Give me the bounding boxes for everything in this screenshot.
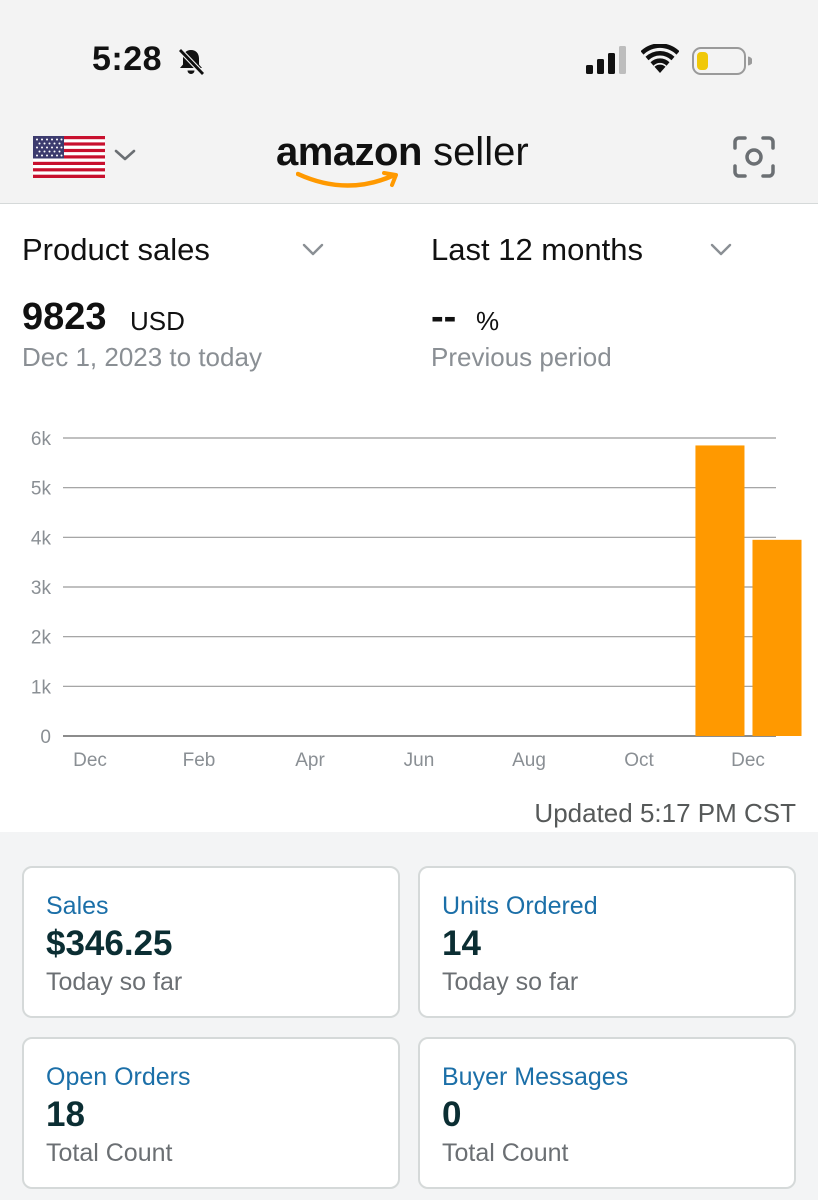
x-tick-label: Feb	[183, 750, 216, 771]
units-ordered-card[interactable]: Units Ordered 14 Today so far	[418, 866, 796, 1018]
x-tick-label: Dec	[73, 750, 107, 771]
card-subtitle: Today so far	[46, 968, 183, 996]
y-tick-label: 5k	[31, 479, 52, 500]
sales-bar-chart: 0 1k 2k 3k 4k 5k 6k Dec Feb Apr Jun Aug Oct Dec	[31, 429, 802, 771]
x-tick-label: Oct	[624, 750, 654, 771]
card-title: Sales	[46, 892, 109, 920]
card-title: Units Ordered	[442, 892, 598, 920]
open-orders-card[interactable]: Open Orders 18 Total Count	[22, 1037, 400, 1189]
metric-selector[interactable]: Product sales	[22, 232, 210, 267]
bell-slash-icon	[178, 48, 205, 76]
x-tick-label: Jun	[404, 750, 435, 771]
date-range-text: Dec 1, 2023 to today	[22, 342, 262, 372]
chevron-down-icon[interactable]	[709, 242, 733, 258]
amazon-smile-icon	[296, 171, 398, 188]
y-tick-label: 1k	[31, 677, 52, 698]
cellular-signal-icon	[586, 46, 626, 74]
x-tick-label: Aug	[512, 750, 546, 771]
bar	[752, 539, 802, 736]
card-value: $346.25	[46, 924, 173, 963]
y-tick-label: 6k	[31, 429, 52, 450]
card-subtitle: Total Count	[46, 1139, 173, 1167]
card-value: 0	[442, 1095, 462, 1134]
x-tick-label: Dec	[731, 750, 765, 771]
updated-timestamp: Updated 5:17 PM CST	[534, 798, 796, 828]
card-subtitle: Total Count	[442, 1139, 569, 1167]
status-bar: 5:28	[0, 0, 818, 110]
bar	[695, 445, 745, 736]
logo-brand: amazon	[276, 130, 422, 174]
amazon-seller-logo: amazon seller	[276, 128, 546, 192]
period-selector[interactable]: Last 12 months	[431, 232, 643, 267]
sales-total-unit: USD	[130, 306, 185, 336]
card-title: Buyer Messages	[442, 1063, 629, 1091]
change-unit: %	[476, 306, 500, 336]
camera-scan-icon[interactable]	[733, 136, 775, 178]
us-flag-icon[interactable]	[33, 136, 105, 178]
chevron-down-icon[interactable]	[301, 242, 325, 258]
buyer-messages-card[interactable]: Buyer Messages 0 Total Count	[418, 1037, 796, 1189]
summary-cards: Sales $346.25 Today so far Units Ordered…	[0, 832, 818, 1200]
y-tick-label: 3k	[31, 578, 52, 599]
previous-period-label: Previous period	[431, 342, 612, 372]
card-subtitle: Today so far	[442, 968, 579, 996]
sales-total-value: 9823	[22, 296, 107, 338]
status-time: 5:28	[92, 40, 163, 78]
app-header: amazon seller	[0, 110, 818, 204]
change-value: --	[431, 296, 457, 338]
card-title: Open Orders	[46, 1063, 191, 1091]
logo-product: seller	[433, 130, 529, 174]
chevron-down-icon[interactable]	[113, 146, 137, 164]
sales-card[interactable]: Sales $346.25 Today so far	[22, 866, 400, 1018]
card-value: 14	[442, 924, 481, 963]
card-value: 18	[46, 1095, 85, 1134]
x-tick-label: Apr	[295, 750, 325, 771]
y-tick-label: 2k	[31, 628, 52, 649]
y-tick-label: 0	[40, 727, 51, 748]
wifi-icon	[641, 44, 679, 73]
battery-low-icon	[692, 47, 752, 75]
y-tick-label: 4k	[31, 528, 52, 549]
